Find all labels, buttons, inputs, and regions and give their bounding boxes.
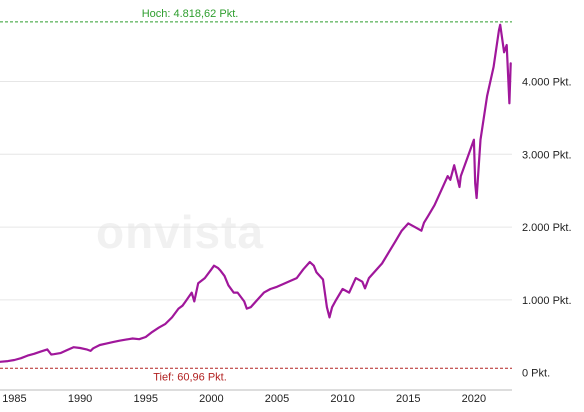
y-tick-label: 0 Pkt. (522, 368, 550, 380)
grid-lines (0, 80, 512, 301)
y-tick-label: 1.000 Pkt. (522, 295, 572, 307)
low-reference-label: Tief: 60,96 Pkt. (153, 371, 227, 383)
watermark-logo: onvista (96, 206, 264, 258)
reference-lines: Hoch: 4.818,62 Pkt. Tief: 60,96 Pkt. (0, 8, 512, 383)
series-line (0, 23, 512, 363)
high-reference-label: Hoch: 4.818,62 Pkt. (142, 8, 239, 20)
x-tick-label: 1990 (68, 393, 92, 405)
x-axis-labels: 1985 1990 1995 2000 2005 2010 2015 2020 (0, 389, 512, 405)
y-axis-labels: 0 Pkt. 1.000 Pkt. 2.000 Pkt. 3.000 Pkt. 4.00… (522, 76, 572, 379)
x-tick-label: 2005 (265, 393, 289, 405)
x-tick-label: 2010 (330, 393, 354, 405)
x-tick-label: 2020 (462, 393, 486, 405)
x-tick-label: 1985 (2, 393, 26, 405)
x-tick-label: 2000 (199, 393, 223, 405)
y-tick-label: 2.000 Pkt. (522, 222, 572, 234)
series-layer (0, 23, 512, 363)
x-tick-label: 2015 (396, 393, 420, 405)
y-tick-label: 4.000 Pkt. (522, 76, 572, 88)
x-tick-label: 1995 (133, 393, 157, 405)
y-tick-label: 3.000 Pkt. (522, 149, 572, 161)
